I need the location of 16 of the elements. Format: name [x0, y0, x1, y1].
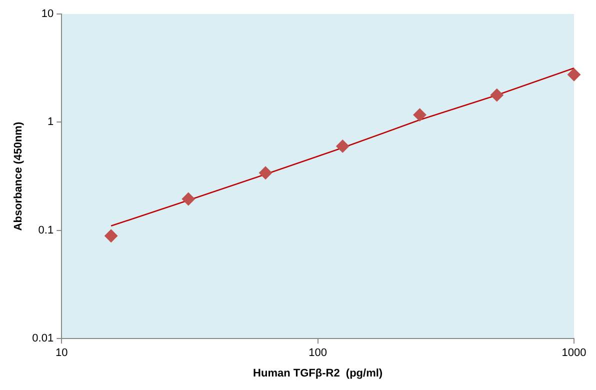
point [259, 166, 272, 180]
point [413, 108, 426, 122]
point [104, 229, 118, 242]
x-tick-label: 100 [308, 347, 327, 360]
point [336, 140, 350, 153]
y-tick-label: 10 [41, 8, 54, 20]
x-axis-title: Human TGFβ-R2 (pg/ml) [253, 367, 383, 380]
x-tick-label: 10 [55, 347, 68, 360]
y-tick-label: 1 [47, 116, 54, 128]
y-tick-label: 0.01 [32, 332, 54, 345]
y-axis-title: Absorbance (450nm) [12, 122, 25, 231]
point [182, 192, 195, 206]
y-tick-label: 0.1 [38, 224, 54, 236]
point [568, 68, 580, 82]
x-tick-label: 1000 [562, 347, 586, 360]
point [490, 88, 504, 102]
